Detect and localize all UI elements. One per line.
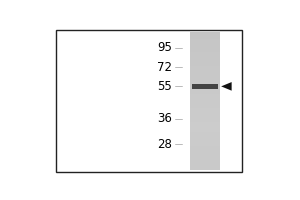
Bar (190, 142, 220, 146)
Bar (190, 70, 220, 73)
Bar (190, 94, 220, 98)
Bar (190, 49, 220, 52)
Bar (190, 101, 220, 104)
Bar (190, 167, 220, 170)
Bar (190, 84, 220, 87)
Bar (190, 59, 220, 63)
Bar (190, 80, 220, 84)
Bar (190, 139, 220, 143)
Bar (56, 30, 242, 172)
Bar (190, 153, 220, 156)
Bar (190, 77, 220, 80)
Bar (190, 156, 220, 160)
Text: 36: 36 (158, 112, 172, 125)
Bar (190, 122, 220, 125)
Bar (190, 45, 220, 49)
Bar (190, 38, 220, 42)
Bar (190, 104, 220, 108)
Bar (190, 129, 220, 132)
Text: 55: 55 (158, 80, 172, 93)
Bar (190, 73, 220, 77)
Bar (190, 56, 220, 59)
Bar (190, 135, 220, 139)
Bar (190, 132, 220, 136)
Bar (190, 87, 220, 91)
Bar (190, 149, 220, 153)
Bar (190, 52, 220, 56)
Bar (190, 115, 220, 118)
Bar (190, 108, 220, 111)
Bar (190, 118, 220, 122)
Bar (190, 32, 220, 35)
Text: 28: 28 (158, 138, 172, 151)
Bar (190, 160, 220, 163)
Bar (190, 42, 220, 46)
Bar (190, 90, 220, 94)
Bar (190, 111, 220, 115)
Polygon shape (221, 82, 232, 91)
Bar (190, 125, 220, 129)
Bar (190, 163, 220, 167)
Bar (190, 66, 220, 70)
Bar (192, 84, 218, 89)
Text: 72: 72 (157, 61, 172, 74)
Text: 95: 95 (158, 41, 172, 54)
Bar (190, 97, 220, 101)
Bar (190, 63, 220, 66)
Bar (190, 35, 220, 39)
Bar (190, 146, 220, 150)
